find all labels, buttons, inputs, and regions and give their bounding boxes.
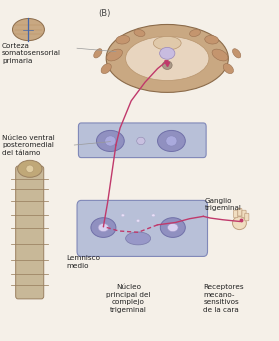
Ellipse shape	[18, 160, 42, 177]
Ellipse shape	[152, 214, 155, 217]
Ellipse shape	[162, 61, 172, 70]
FancyBboxPatch shape	[245, 213, 249, 221]
Text: (B): (B)	[98, 9, 111, 18]
Ellipse shape	[232, 49, 241, 58]
Ellipse shape	[26, 165, 34, 173]
Text: Núcleo ventral
posteromedial
del tálamo: Núcleo ventral posteromedial del tálamo	[2, 135, 55, 155]
Ellipse shape	[116, 35, 130, 44]
Ellipse shape	[106, 25, 228, 92]
Ellipse shape	[137, 137, 145, 145]
FancyBboxPatch shape	[78, 123, 206, 158]
Ellipse shape	[167, 223, 178, 232]
Ellipse shape	[91, 218, 116, 237]
Text: Lemnisco
medio: Lemnisco medio	[66, 255, 100, 269]
Ellipse shape	[105, 136, 116, 146]
Ellipse shape	[160, 218, 185, 237]
Ellipse shape	[126, 232, 151, 245]
Ellipse shape	[98, 223, 109, 232]
Text: Núcleo
principal del
complejo
trigeminal: Núcleo principal del complejo trigeminal	[106, 284, 151, 313]
Ellipse shape	[121, 214, 124, 217]
FancyBboxPatch shape	[16, 166, 44, 299]
FancyBboxPatch shape	[234, 210, 238, 218]
Ellipse shape	[107, 49, 122, 61]
Ellipse shape	[223, 64, 234, 74]
Ellipse shape	[94, 49, 102, 58]
Ellipse shape	[126, 36, 209, 80]
Ellipse shape	[97, 130, 124, 151]
Text: Ganglio
trigeminal: Ganglio trigeminal	[205, 198, 242, 211]
Ellipse shape	[189, 29, 201, 36]
Ellipse shape	[153, 36, 181, 50]
FancyBboxPatch shape	[242, 210, 246, 218]
Text: Corteza
somatosensorial
primaria: Corteza somatosensorial primaria	[2, 43, 61, 64]
Ellipse shape	[158, 130, 185, 151]
FancyBboxPatch shape	[238, 209, 242, 216]
Ellipse shape	[13, 18, 44, 41]
Ellipse shape	[160, 47, 175, 59]
Ellipse shape	[136, 219, 140, 222]
Ellipse shape	[205, 35, 219, 44]
Ellipse shape	[212, 49, 228, 61]
Ellipse shape	[101, 64, 111, 74]
Text: Receptores
mecano-
sensitivos
de la cara: Receptores mecano- sensitivos de la cara	[203, 284, 244, 313]
Ellipse shape	[166, 136, 177, 146]
Ellipse shape	[232, 217, 246, 229]
Ellipse shape	[134, 29, 145, 36]
FancyBboxPatch shape	[77, 201, 208, 256]
